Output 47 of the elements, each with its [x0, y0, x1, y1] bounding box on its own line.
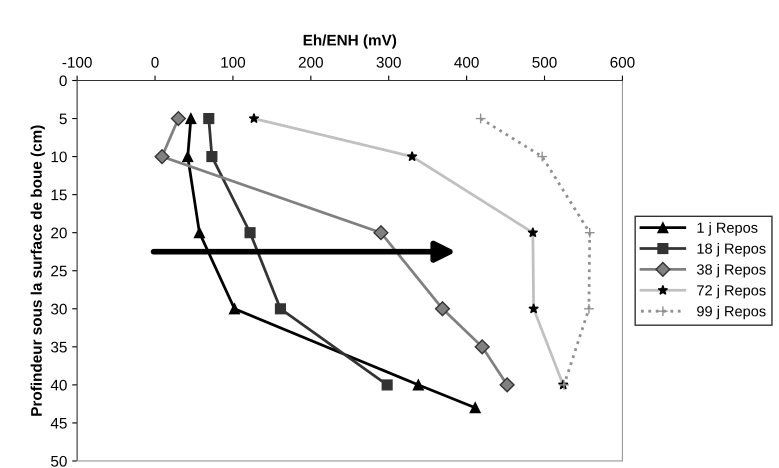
point [536, 151, 548, 162]
y-tick-label: 30 [50, 304, 67, 314]
point [244, 227, 256, 238]
point [584, 227, 596, 238]
y-tick-label: 50 [51, 456, 67, 467]
x-axis-title: Eh/ENH (mV) [304, 34, 396, 49]
y-tick-label: 40 [50, 380, 67, 391]
point [203, 112, 214, 124]
point [500, 377, 515, 392]
y-tick-label: 35 [50, 342, 67, 353]
x-tick-label: 600 [610, 56, 635, 68]
point [474, 339, 490, 354]
y-tick-label: 20 [51, 228, 67, 238]
y-tick-label: 10 [52, 151, 67, 162]
point [185, 112, 196, 124]
point [274, 303, 286, 314]
point [154, 149, 170, 164]
y-axis-title: Profindeur sous la surface de boue (cm) [30, 125, 45, 416]
legend-label: 18 j Repos [698, 243, 766, 257]
y-tick-label: 25 [51, 266, 67, 276]
point [475, 112, 486, 124]
point [412, 379, 424, 390]
point [382, 379, 393, 390]
point [470, 402, 481, 414]
x-tick-label: 200 [298, 56, 323, 68]
y-tick-label: 15 [52, 190, 67, 200]
y-tick-label: 0 [60, 75, 67, 86]
point [434, 301, 450, 316]
point [206, 151, 218, 162]
point [228, 303, 240, 314]
point [182, 151, 194, 162]
point [194, 227, 205, 238]
x-tick-label: 400 [454, 56, 479, 68]
legend-label: 38 j Repos [696, 264, 766, 278]
point [373, 225, 388, 240]
point [170, 110, 186, 126]
legend-label: 1 j Repos [698, 222, 758, 236]
y-tick-label: 45 [50, 418, 67, 429]
x-tick-label: 500 [532, 56, 557, 68]
x-tick-label: 100 [221, 56, 246, 68]
point [583, 303, 594, 314]
legend-label: 72 j Repos [697, 284, 766, 298]
y-tick-label: 5 [60, 114, 67, 124]
legend-label: 99 j Repos [697, 306, 766, 320]
x-tick-label: 300 [376, 56, 401, 68]
x-tick-label: 0 [151, 56, 159, 68]
x-tick-label: -100 [62, 56, 92, 68]
